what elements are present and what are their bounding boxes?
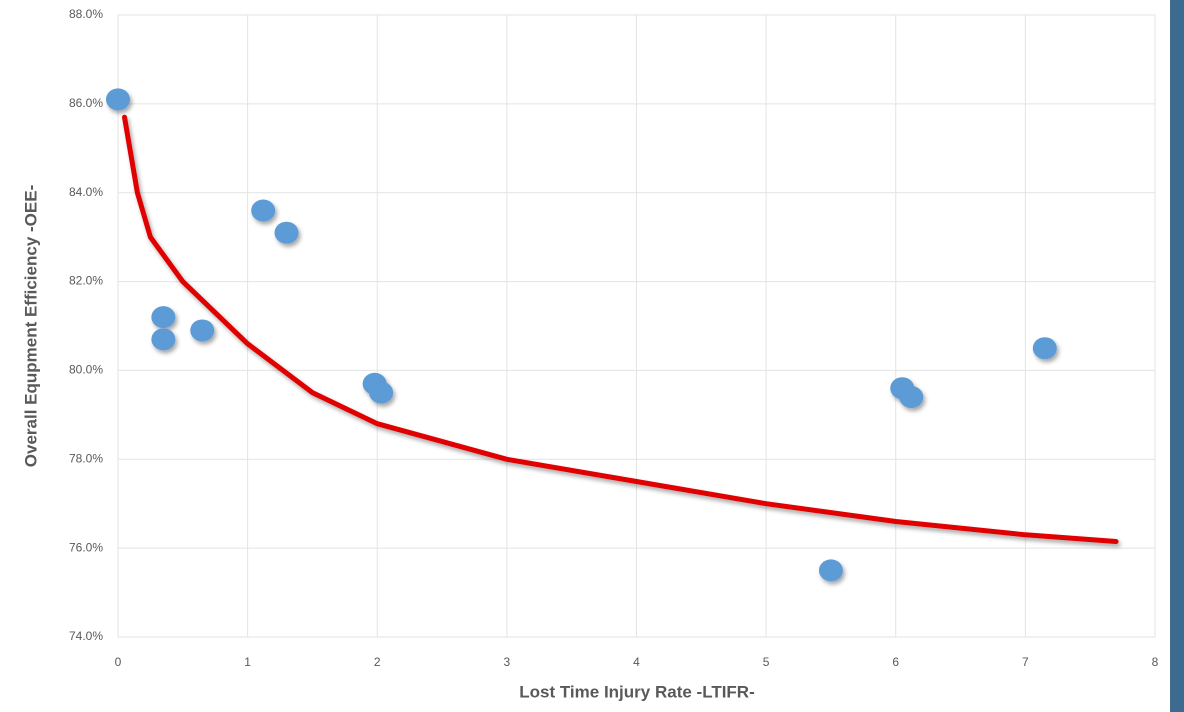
x-tick-label: 0 [115, 655, 122, 669]
x-tick-label: 7 [1022, 655, 1029, 669]
point [106, 88, 130, 110]
x-tick-label: 2 [374, 655, 381, 669]
side-strip [1170, 0, 1184, 712]
point [251, 199, 275, 221]
point [275, 222, 299, 244]
point [899, 386, 923, 408]
y-tick-label: 78.0% [69, 451, 103, 465]
x-tick-label: 4 [633, 655, 640, 669]
x-axis-title: Lost Time Injury Rate -LTIFR- [519, 682, 755, 701]
x-tick-label: 6 [892, 655, 899, 669]
point [1033, 337, 1057, 359]
x-tick-label: 5 [763, 655, 770, 669]
y-tick-label: 82.0% [69, 274, 103, 288]
x-tick-label: 3 [504, 655, 511, 669]
y-axis-title: Overall Equpment Efficiency -OEE- [21, 185, 40, 467]
y-tick-label: 86.0% [69, 96, 103, 110]
y-tick-label: 84.0% [69, 185, 103, 199]
page: Lost Time Injury Rate -LTIFR- Overall Eq… [0, 0, 1184, 712]
point [151, 328, 175, 350]
x-tick-label: 1 [244, 655, 251, 669]
y-tick-label: 88.0% [69, 7, 103, 21]
point [369, 382, 393, 404]
point [190, 319, 214, 341]
background [0, 0, 1184, 712]
y-tick-label: 80.0% [69, 363, 103, 377]
x-tick-label: 8 [1152, 655, 1159, 669]
y-tick-label: 74.0% [69, 629, 103, 643]
chart: Lost Time Injury Rate -LTIFR- Overall Eq… [0, 0, 1184, 712]
point [819, 559, 843, 581]
point [151, 306, 175, 328]
y-tick-label: 76.0% [69, 540, 103, 554]
